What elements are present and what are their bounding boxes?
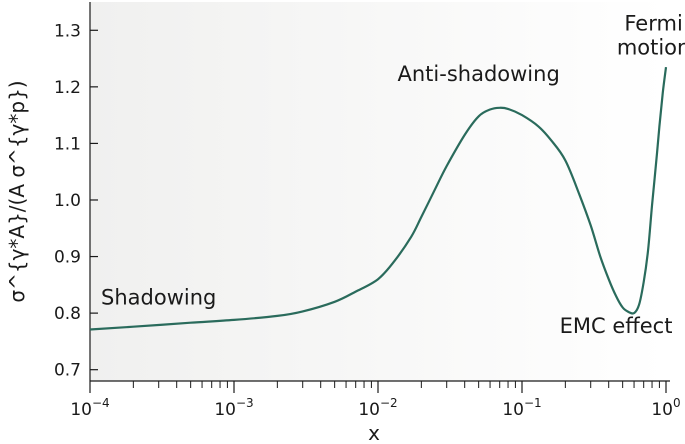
x-tick-label: 10−4 (70, 396, 109, 420)
annotation-label: motion (617, 36, 685, 60)
annotation-label: Anti-shadowing (398, 62, 560, 86)
y-tick-label: 0.8 (54, 304, 81, 324)
x-tick-label: 100 (651, 396, 680, 420)
x-tick-label: 10−1 (502, 396, 541, 420)
y-tick-label: 1.2 (54, 78, 81, 98)
y-axis-label: σ^{γ*A}/(A σ^{γ*p}) (5, 80, 29, 302)
x-tick-label: 10−3 (214, 396, 253, 420)
annotation-label: Fermi (624, 11, 682, 35)
annotation-label: Shadowing (101, 286, 216, 310)
y-tick-label: 1.0 (54, 191, 81, 211)
y-tick-label: 1.3 (54, 21, 81, 41)
y-tick-label: 0.9 (54, 248, 81, 268)
x-axis-label: x (368, 421, 380, 444)
y-tick-label: 1.1 (54, 134, 81, 154)
plot-background (90, 2, 666, 381)
annotation-label: EMC effect (560, 314, 673, 338)
x-tick-label: 10−2 (358, 396, 397, 420)
y-tick-label: 0.7 (54, 361, 81, 381)
series-line (89, 66, 668, 331)
